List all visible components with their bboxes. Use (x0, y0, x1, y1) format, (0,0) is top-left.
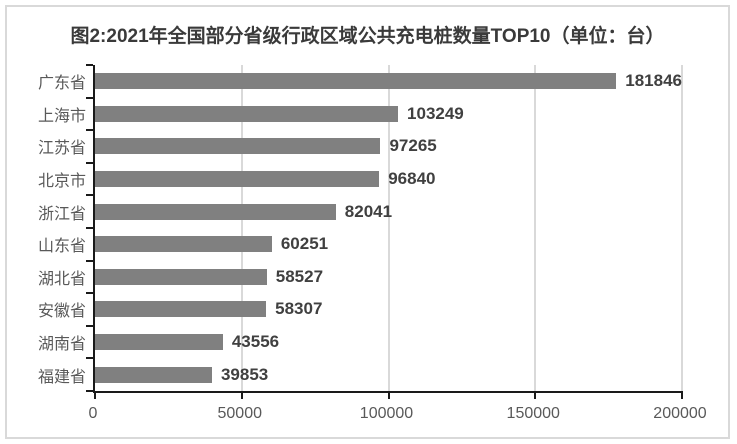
bar-row: 58527 (95, 261, 682, 294)
y-axis-tick (86, 324, 93, 327)
bar (95, 203, 336, 220)
x-axis-tick-label: 50000 (217, 405, 263, 422)
gridline (387, 65, 390, 391)
bar-row: 82041 (95, 195, 682, 228)
category-label: 湖南省 (37, 334, 86, 354)
x-axis: 0 50000 100000 150000 200000 (89, 401, 707, 425)
chart-frame: 图2:2021年全国部分省级行政区域公共充电桩数量TOP10（单位：台） 广东省… (5, 5, 730, 439)
y-axis-tick (86, 227, 93, 229)
category-axis: 广东省上海市江苏省北京市浙江省山东省湖北省安徽省湖南省福建省 (11, 65, 86, 391)
bar-row: 39853 (95, 358, 682, 391)
bar (95, 236, 272, 253)
x-axis-tick-label: 0 (88, 405, 98, 422)
bar-value-label: 96840 (388, 169, 436, 189)
category-label: 北京市 (37, 171, 86, 191)
y-axis-tick (86, 96, 93, 99)
y-axis-tick (86, 129, 93, 132)
y-axis-tick (86, 259, 93, 262)
category-label: 福建省 (37, 366, 86, 386)
bar-row: 58307 (95, 293, 682, 326)
bar-row: 103249 (95, 98, 682, 131)
x-axis-tick (681, 391, 683, 399)
gridline (240, 65, 243, 391)
bar (95, 334, 223, 351)
bar-value-label: 43556 (231, 332, 280, 352)
bar (95, 301, 267, 318)
bar-row: 97265 (95, 130, 682, 163)
x-axis-tick (387, 391, 390, 399)
x-axis-tick-label: 200000 (653, 405, 707, 422)
bar-value-label: 181846 (625, 71, 682, 91)
gridline (681, 65, 683, 391)
x-axis-tick (94, 391, 96, 399)
bar (95, 366, 212, 383)
x-axis-tick-label: 100000 (359, 405, 414, 422)
bar-value-label: 60251 (280, 234, 329, 254)
bar-value-label: 39853 (220, 364, 269, 384)
y-axis-tick (86, 161, 93, 164)
category-label: 湖北省 (37, 268, 86, 288)
bar (95, 138, 381, 155)
bar-value-label: 58307 (275, 299, 323, 319)
x-axis-tick (534, 391, 537, 399)
bar (95, 171, 380, 188)
bar-row: 181846 (95, 65, 682, 98)
category-label: 上海市 (37, 105, 86, 125)
bar-value-label: 58527 (275, 266, 324, 286)
category-label: 安徽省 (37, 301, 86, 321)
bar (95, 105, 399, 122)
bar-value-label: 103249 (407, 103, 464, 123)
category-label: 山东省 (37, 236, 86, 256)
y-axis-tick (86, 194, 93, 197)
x-axis-tick (240, 391, 243, 399)
category-label: 浙江省 (37, 203, 86, 223)
bars: 181846 103249 97265 96840 82041 60251 58527 583… (95, 65, 682, 391)
y-axis-tick (86, 64, 93, 66)
y-axis-tick (86, 292, 93, 295)
bar-value-label: 97265 (389, 136, 437, 156)
bar-value-label: 82041 (344, 201, 393, 221)
x-axis-tick-label: 150000 (506, 405, 560, 422)
bar-row: 43556 (95, 326, 682, 359)
bar (95, 73, 617, 90)
chart-title: 图2:2021年全国部分省级行政区域公共充电桩数量TOP10（单位：台） (70, 26, 665, 47)
bar (95, 268, 267, 285)
bar-row: 60251 (95, 228, 682, 261)
y-axis-tick (86, 390, 93, 392)
category-label: 江苏省 (37, 138, 86, 158)
y-axis-tick (86, 357, 93, 360)
gridline (534, 65, 537, 391)
plot-area: 181846 103249 97265 96840 82041 60251 58527 583… (86, 64, 683, 399)
bar-row: 96840 (95, 163, 682, 196)
category-label: 广东省 (37, 73, 86, 93)
